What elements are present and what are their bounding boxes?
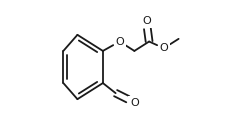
Text: O: O xyxy=(160,43,168,53)
Text: O: O xyxy=(142,16,151,26)
Text: O: O xyxy=(115,37,124,46)
Text: O: O xyxy=(130,98,139,107)
